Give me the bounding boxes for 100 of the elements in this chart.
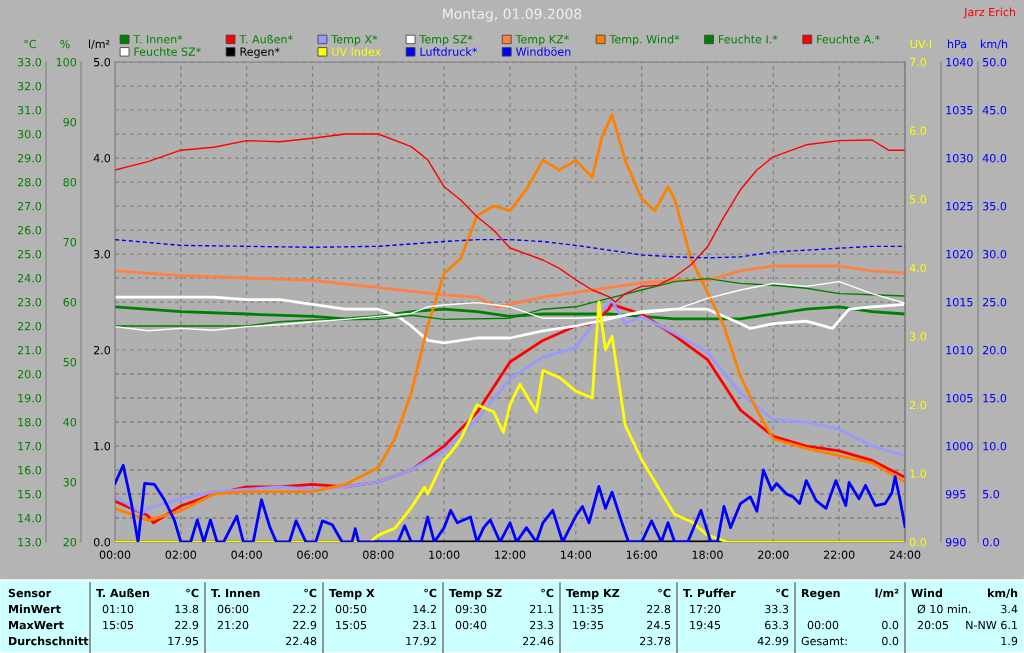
legend-label: Temp. Wind* [609, 34, 680, 46]
y3-tick-label: 0.0 [982, 537, 1000, 547]
legend-label: Regen* [240, 47, 280, 58]
y2-tick-label: 70 [63, 237, 77, 247]
line-series [115, 113, 905, 522]
y3-tick-label: 30.0 [983, 249, 1007, 259]
y3-tick-label: 5.0 [983, 489, 1000, 499]
y-tick-label: 33.0 [17, 57, 42, 67]
text: Temp KZ [566, 588, 620, 600]
y2-tick-label: 1015 [946, 297, 973, 307]
text: Temp X [329, 588, 375, 600]
x-tick-label: 14:00 [561, 550, 592, 559]
y3-tick-label: 50.0 [983, 57, 1007, 67]
text: 00:40 [455, 620, 487, 630]
y2-tick-label: 1000 [946, 441, 973, 451]
legend-label: Temp KZ* [515, 35, 569, 46]
y3-tick-label: 40.0 [982, 153, 1007, 163]
text: 0.0 [882, 620, 899, 630]
y2-tick-label: 40 [63, 417, 77, 427]
text: °C [424, 588, 437, 598]
x-tick-label: 04:00 [231, 550, 262, 559]
y3-axis-title: km/h [980, 39, 1008, 50]
text: 23.3 [530, 620, 554, 630]
text: 17:20 [690, 604, 721, 614]
legend-label: Feuchte SZ* [134, 47, 201, 56]
text: °C [776, 588, 789, 598]
y-tick-label: 19.0 [18, 393, 42, 403]
text: 17.95 [168, 636, 199, 646]
y2-tick-label: 990 [945, 537, 966, 547]
y2-tick-label: 1005 [946, 393, 973, 403]
y3-tick-label: 45.0 [982, 105, 1007, 115]
text: T. Außen [96, 588, 150, 598]
y3-tick-label: 35.0 [983, 201, 1007, 211]
text: 01:10 [102, 604, 134, 614]
y-tick-label: 1.0 [910, 469, 927, 478]
y-tick-label: 2.0 [909, 400, 927, 410]
y-tick-label: 28.0 [17, 177, 42, 187]
text: 19:35 [573, 620, 604, 630]
x-tick-label: 20:00 [758, 550, 789, 559]
y-tick-label: 7.0 [910, 57, 927, 67]
y3-axis-title: l/m² [88, 39, 110, 50]
y3-tick-label: 5.0 [94, 57, 111, 67]
text: km/h [988, 588, 1018, 599]
text: 14.2 [413, 604, 436, 614]
y-tick-label: 22.0 [17, 321, 42, 331]
y-tick-label: 24.0 [17, 273, 42, 283]
legend-label: Feuchte I.* [719, 34, 778, 44]
text: 15:05 [336, 620, 367, 630]
y3-tick-label: 0.0 [93, 537, 111, 547]
y-tick-label: 6.0 [909, 126, 927, 135]
y-tick-label: 16.0 [18, 465, 42, 475]
text: 21:20 [217, 620, 249, 630]
y-tick-label: 26.0 [17, 225, 42, 235]
y3-tick-label: 3.0 [94, 249, 111, 259]
y-tick-label: 23.0 [17, 297, 42, 307]
text: Regen [802, 588, 840, 600]
y-tick-label: 21.0 [17, 345, 42, 355]
y-tick-label: 32.0 [17, 81, 42, 91]
line-series [115, 238, 905, 259]
y2-axis-title: % [60, 39, 70, 49]
y-tick-label: 31.0 [17, 105, 42, 115]
text: Temp SZ [449, 588, 502, 600]
chart-title: Montag, 01.09.2008 [443, 8, 582, 22]
y3-tick-label: 15.0 [983, 393, 1007, 403]
y-tick-label: 15.0 [18, 489, 42, 499]
text: 09:30 [455, 604, 487, 614]
y2-tick-label: 1025 [946, 201, 973, 211]
legend-label: T. Außen* [239, 34, 293, 44]
text: 3.4 [1001, 604, 1018, 614]
y3-tick-label: 4.0 [93, 153, 111, 163]
y-tick-label: 0.0 [909, 537, 927, 547]
text: 13.8 [175, 604, 199, 614]
y3-tick-label: 20.0 [982, 345, 1007, 355]
y2-tick-label: 1040 [946, 57, 973, 67]
text: 33.3 [765, 604, 789, 614]
text: Durchschnitt [9, 636, 89, 646]
y-tick-label: 29.0 [17, 153, 42, 163]
x-tick-label: 12:00 [495, 550, 526, 559]
legend-label: Luftdruck* [420, 47, 478, 56]
text: 42.99 [757, 636, 789, 646]
text: 17.92 [406, 636, 436, 646]
x-tick-label: 00:00 [99, 550, 131, 559]
text: Jarz Erich [963, 7, 1016, 19]
text: 11:35 [573, 604, 604, 614]
text: 06:00 [217, 604, 249, 614]
x-tick-label: 24:00 [889, 550, 921, 559]
y2-tick-label: 1030 [946, 153, 973, 163]
y3-tick-label: 1.0 [94, 441, 111, 451]
y-axis-title: °C [24, 39, 37, 49]
y3-tick-label: 10.0 [983, 441, 1007, 451]
legend-label: Windböen [515, 47, 571, 56]
y-tick-label: 20.0 [17, 369, 42, 379]
text: 23.1 [413, 620, 436, 630]
text: °C [304, 588, 317, 598]
text: °C [658, 588, 671, 598]
text: Ø 10 min. [917, 604, 971, 614]
text: 23.78 [640, 636, 671, 646]
y-tick-label: 17.0 [18, 441, 42, 451]
y-tick-label: 27.0 [17, 201, 42, 211]
y2-tick-label: 80 [63, 177, 77, 187]
